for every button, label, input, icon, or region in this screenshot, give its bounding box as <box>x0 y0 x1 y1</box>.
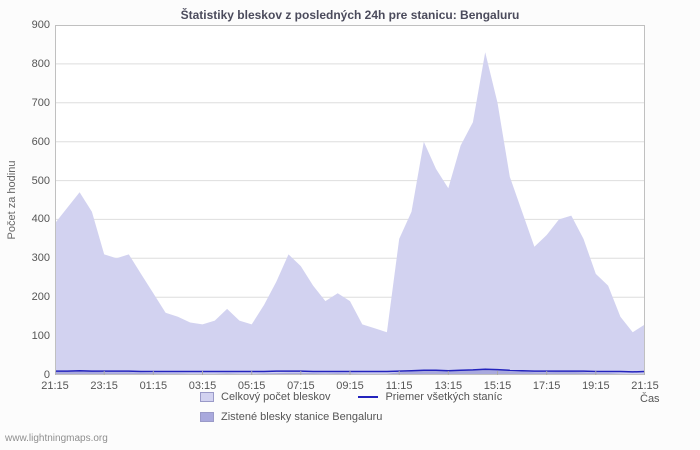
y-tick-label: 900 <box>31 19 50 31</box>
chart-legend: Celkový počet bleskov Priemer všetkých s… <box>200 391 502 403</box>
chart-legend-row2: Zistené blesky stanice Bengaluru <box>200 411 382 423</box>
legend-label-average: Priemer všetkých staníc <box>385 391 503 403</box>
y-tick-label: 200 <box>31 291 50 304</box>
legend-item-average: Priemer všetkých staníc <box>358 391 502 403</box>
average-line-swatch <box>358 396 379 398</box>
legend-item-station: Zistené blesky stanice Bengaluru <box>200 411 382 423</box>
y-axis-label: Počet za hodinu <box>6 160 18 240</box>
x-tick-label: 09:15 <box>336 380 364 392</box>
legend-label-total: Celkový počet bleskov <box>221 391 331 403</box>
x-tick-label: 19:15 <box>582 380 610 392</box>
y-tick-label: 300 <box>31 252 50 265</box>
x-tick-label: 17:15 <box>532 380 561 392</box>
x-tick-label: 03:15 <box>188 380 217 392</box>
chart-title: Štatistiky bleskov z posledných 24h pre … <box>180 8 520 22</box>
x-axis-label: Čas <box>640 393 660 405</box>
x-tick-label: 07:15 <box>287 380 315 392</box>
x-tick-label: 23:15 <box>90 380 118 392</box>
legend-item-total: Celkový počet bleskov <box>200 391 330 403</box>
y-tick-label: 100 <box>31 330 50 343</box>
y-tick-label: 400 <box>31 213 50 226</box>
y-tick-label: 800 <box>31 57 50 70</box>
x-tick-label: 13:15 <box>434 380 463 392</box>
y-tick-label: 600 <box>31 135 50 148</box>
x-tick-label: 21:15 <box>41 380 69 392</box>
x-tick-label: 11:15 <box>385 380 413 392</box>
legend-label-station: Zistené blesky stanice Bengaluru <box>221 411 383 423</box>
y-tick-label: 0 <box>43 369 50 381</box>
x-tick-label: 21:15 <box>631 380 659 392</box>
watermark-link[interactable]: www.lightningmaps.org <box>5 433 108 444</box>
station-flashes-swatch <box>200 412 214 422</box>
y-tick-label: 700 <box>31 96 50 109</box>
x-tick-label: 05:15 <box>237 380 266 392</box>
y-tick-label: 500 <box>31 174 50 187</box>
x-tick-label: 01:15 <box>139 380 168 392</box>
total-flashes-swatch <box>200 392 214 402</box>
lightning-area-chart <box>54 24 646 375</box>
plot-area <box>54 24 646 375</box>
x-tick-label: 15:15 <box>483 380 512 392</box>
